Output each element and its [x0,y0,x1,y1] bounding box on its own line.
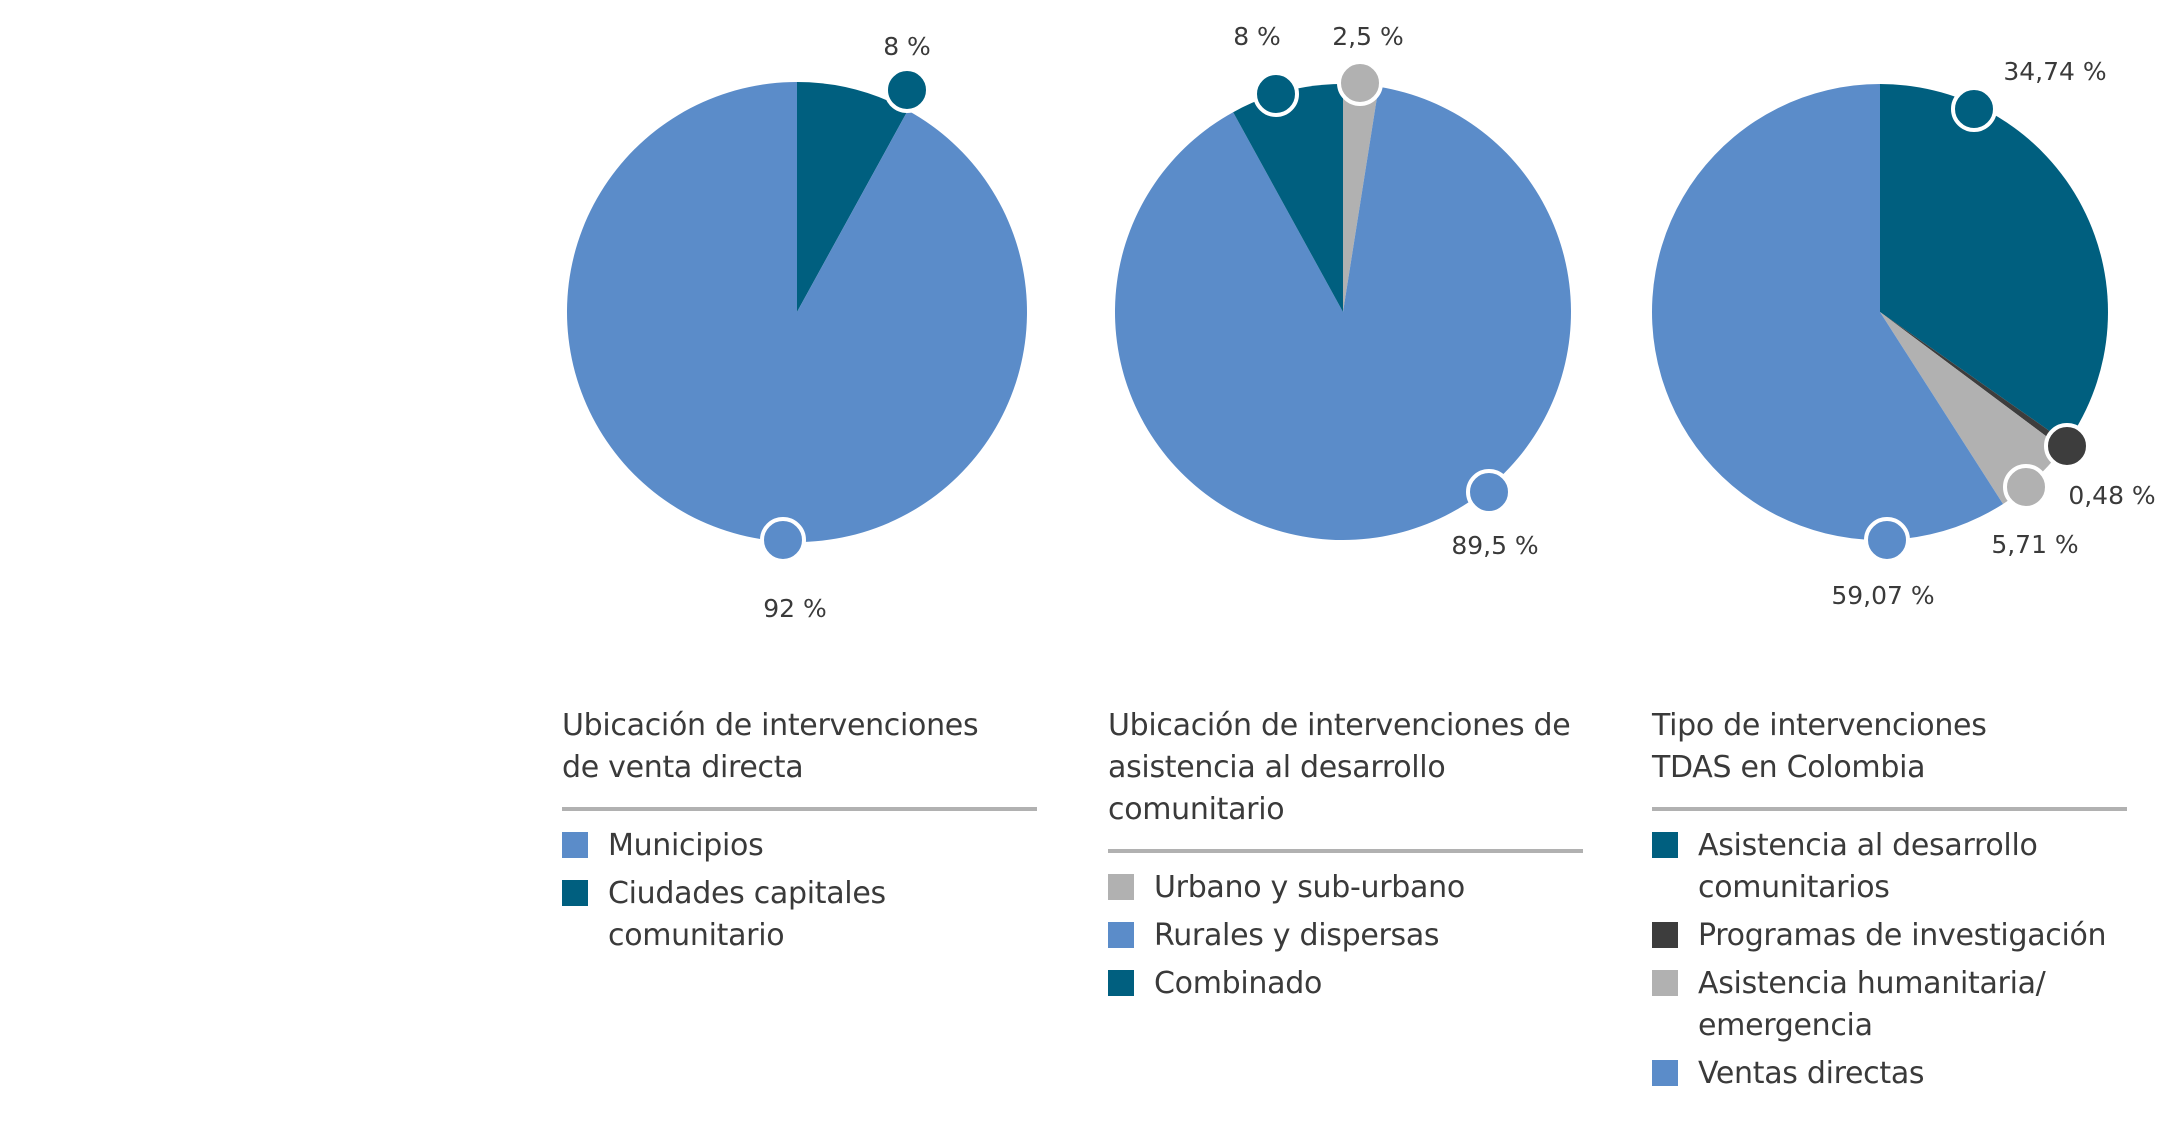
chart-panel-1: Ubicación de intervenciones de venta dir… [562,705,1037,963]
legend-item: Rurales y dispersas [1108,915,1583,957]
pie-slice [1880,312,2063,504]
legend-swatch [1108,970,1134,996]
pie-charts: 8 % 92 % 2,5 % 89,5 % 8 % 34,74 % 0,48 % 5,71 %… [566,22,2156,623]
legend-swatch [1652,832,1678,858]
chart-2-title: Ubicación de intervenciones de asistenci… [1108,705,1583,853]
legend-item: Municipios [562,825,1037,867]
legend-item: Combinado [1108,963,1583,1005]
legend-swatch [1652,970,1678,996]
data-label: 8 % [1233,22,1281,51]
slice-marker [760,517,806,563]
legend-item: Programas de investigación [1652,915,2127,957]
legend-label: Asistencia humanitaria/ emergencia [1698,966,2046,1043]
slice-marker [1253,71,1299,117]
legend-label: Combinado [1154,966,1322,1001]
data-label: 0,48 % [2068,481,2155,510]
legend-label: Ciudades capitales comunitario [608,876,886,953]
chart-2-legend: Urbano y sub-urbano Rurales y dispersas … [1108,867,1583,1005]
legend-item: Asistencia humanitaria/ emergencia [1652,963,2127,1047]
legend-label: Urbano y sub-urbano [1154,870,1465,905]
legend-label: Municipios [608,828,764,863]
legend-label: Asistencia al desarrollo comunitarios [1698,828,2038,905]
data-label: 59,07 % [1831,581,1934,610]
legend-item: Urbano y sub-urbano [1108,867,1583,909]
data-label: 34,74 % [2003,57,2106,86]
data-label: 5,71 % [1991,530,2078,559]
pie-slice [566,81,1027,542]
legend-swatch [562,832,588,858]
pie-slice [1880,84,2108,443]
pie-slice [1880,312,2067,449]
data-label: 8 % [883,32,931,61]
legend-item: Ventas directas [1652,1053,2127,1095]
legend-swatch [1652,922,1678,948]
chart-3-title: Tipo de intervenciones TDAS en Colombia [1652,705,2127,811]
pie-slice [1343,84,1379,312]
legend-swatch [1108,922,1134,948]
pie-slice [1233,84,1343,312]
legend-swatch [1108,874,1134,900]
pie-slice [1651,84,2004,540]
slice-marker [1951,86,1997,132]
data-label: 89,5 % [1451,531,1538,560]
slice-marker [2003,464,2049,510]
legend-label: Rurales y dispersas [1154,918,1440,953]
legend-label: Programas de investigación [1698,918,2107,953]
data-label: 92 % [763,594,827,623]
slice-marker [1864,517,1910,563]
legend-item: Ciudades capitales comunitario [562,873,1037,957]
chart-panel-3: Tipo de intervenciones TDAS en Colombia … [1652,705,2127,1101]
legend-item: Asistencia al desarrollo comunitarios [1652,825,2127,909]
data-label: 2,5 % [1332,22,1403,51]
legend-swatch [562,880,588,906]
slice-marker [884,67,930,113]
pie-slice [797,82,908,312]
chart-1-title: Ubicación de intervenciones de venta dir… [562,705,1037,811]
slice-marker [2044,423,2090,469]
chart-1-legend: Municipios Ciudades capitales comunitari… [562,825,1037,957]
pie-slice [1114,86,1571,541]
slice-marker [1466,469,1512,515]
slice-marker [1337,60,1383,106]
legend-swatch [1652,1060,1678,1086]
legend-label: Ventas directas [1698,1056,1925,1091]
chart-panel-2: Ubicación de intervenciones de asistenci… [1108,705,1583,1011]
chart-3-legend: Asistencia al desarrollo comunitarios Pr… [1652,825,2127,1095]
